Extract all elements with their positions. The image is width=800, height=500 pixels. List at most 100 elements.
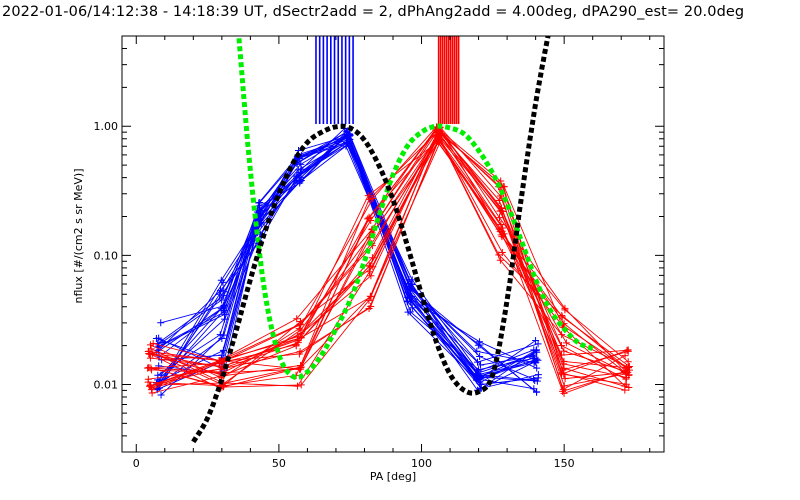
series-0-line <box>156 131 537 384</box>
series-0-marker <box>220 308 228 316</box>
series-1-marker <box>621 386 629 394</box>
series-1-marker <box>148 389 156 397</box>
data-layer <box>144 36 633 444</box>
chart-title: 2022-01-06/14:12:38 - 14:18:39 UT, dSect… <box>2 4 745 20</box>
series-1-marker <box>367 302 375 310</box>
series-1-marker <box>367 272 375 280</box>
series-1-marker <box>498 233 506 241</box>
series-0-marker <box>408 304 416 312</box>
series-1-marker <box>144 375 152 383</box>
series-1-marker <box>498 248 506 256</box>
series-0-marker <box>297 160 305 168</box>
x-tick-label: 0 <box>133 457 140 470</box>
series-0-marker <box>155 334 163 342</box>
series-0-marker <box>219 346 227 354</box>
series-0-marker <box>343 130 351 138</box>
series-0-line <box>156 134 534 389</box>
series-0-marker <box>534 374 542 382</box>
series-0-line <box>160 135 534 396</box>
series-1-marker <box>364 192 372 200</box>
series-0-marker <box>531 357 539 365</box>
series-0-marker <box>292 174 300 182</box>
series-0-group <box>152 36 542 399</box>
series-1-marker <box>625 363 633 371</box>
series-0-marker <box>404 285 412 293</box>
series-1-marker <box>622 373 630 381</box>
series-1-marker <box>559 385 567 393</box>
series-1-marker <box>496 256 504 264</box>
series-0-marker <box>296 178 304 186</box>
y-tick-label: 1.00 <box>94 120 119 133</box>
series-1-marker <box>560 347 568 355</box>
series-0-marker <box>257 207 265 215</box>
series-0-line <box>156 135 539 363</box>
series-0-line <box>158 130 537 389</box>
series-1-marker <box>297 364 305 372</box>
series-1-marker <box>495 214 503 222</box>
y-tick-label: 0.10 <box>94 249 119 262</box>
series-0-marker <box>403 297 411 305</box>
series-0-marker <box>474 358 482 366</box>
series-0-marker <box>216 290 224 298</box>
x-tick-label: 150 <box>554 457 575 470</box>
series-1-marker <box>365 262 373 270</box>
series-1-marker <box>149 339 157 347</box>
series-0-marker <box>474 341 482 349</box>
series-1-marker <box>437 130 445 138</box>
series-0-marker <box>157 319 165 327</box>
series-1-line <box>151 129 626 387</box>
y-tick-label: 0.01 <box>94 378 119 391</box>
series-0-marker <box>533 346 541 354</box>
x-tick-label: 100 <box>411 457 432 470</box>
series-1-line <box>151 136 627 391</box>
series-2-fit-curve <box>236 38 594 381</box>
series-0-marker <box>257 220 265 228</box>
series-1-marker <box>437 137 445 145</box>
series-1-line <box>149 126 629 375</box>
series-0-marker <box>532 358 540 366</box>
series-0-marker <box>220 302 228 310</box>
series-1-line <box>152 140 629 377</box>
series-0-marker <box>475 366 483 374</box>
x-tick-label: 50 <box>272 457 286 470</box>
series-0-marker <box>534 340 542 348</box>
series-0-marker <box>533 364 541 372</box>
series-1-marker <box>297 381 305 389</box>
series-0-marker <box>476 379 484 387</box>
series-1-marker <box>621 352 629 360</box>
series-1-marker <box>294 382 302 390</box>
series-0-line <box>157 133 535 364</box>
series-1-line <box>151 135 630 374</box>
series-0-marker <box>220 292 228 300</box>
series-0-marker <box>256 199 264 207</box>
series-1-marker <box>365 195 373 203</box>
series-1-marker <box>499 224 507 232</box>
series-0-marker <box>476 353 484 361</box>
series-0-line <box>158 137 536 389</box>
series-1-marker <box>560 360 568 368</box>
series-0-marker <box>157 391 165 399</box>
series-0-marker <box>408 281 416 289</box>
series-1-marker <box>294 336 302 344</box>
series-1-marker <box>293 315 301 323</box>
series-1-marker <box>562 339 570 347</box>
series-1-line <box>148 138 627 386</box>
series-0-marker <box>221 315 229 323</box>
series-1-line <box>149 126 628 387</box>
series-1-marker <box>561 304 569 312</box>
series-1-line <box>150 139 629 388</box>
series-1-marker <box>368 254 376 262</box>
series-1-marker <box>295 365 303 373</box>
series-1-line <box>151 132 626 391</box>
series-1-marker <box>148 384 156 392</box>
series-1-marker <box>557 342 565 350</box>
series-0-line <box>157 133 537 390</box>
series-1-marker <box>296 321 304 329</box>
series-1-marker <box>147 364 155 372</box>
series-0-marker <box>529 351 537 359</box>
series-1-marker <box>367 216 375 224</box>
series-1-group <box>144 36 633 397</box>
series-1-marker <box>558 313 566 321</box>
series-1-marker <box>297 326 305 334</box>
